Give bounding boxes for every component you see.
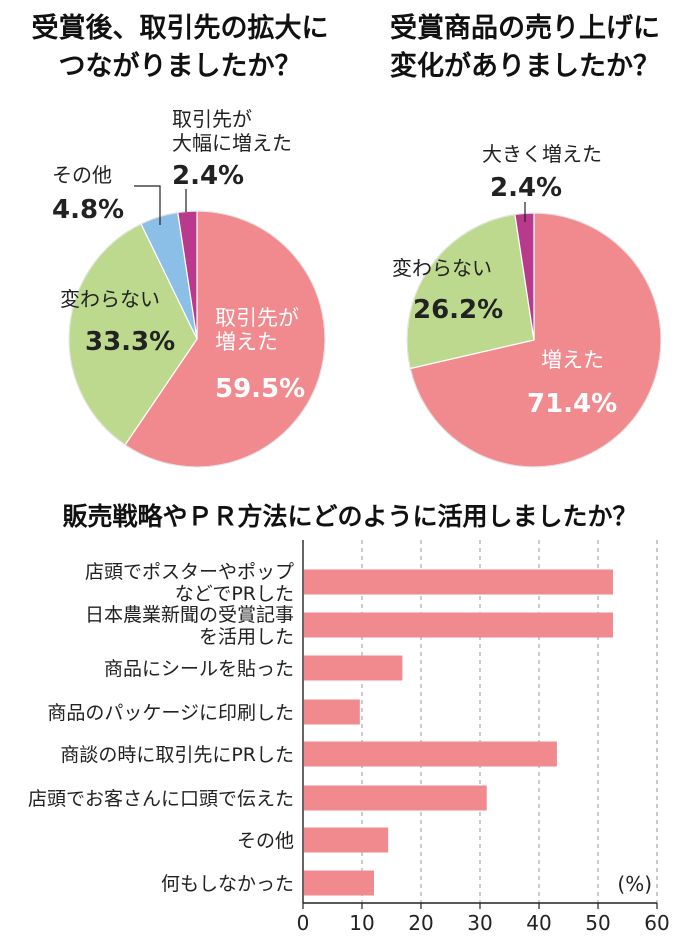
- pie2-slice-label: 大きく増えた: [482, 142, 602, 166]
- bar-title: 販売戦略やＰＲ方法にどのように活用しましたか？: [0, 498, 700, 536]
- bar: [303, 699, 360, 725]
- pie1-slice-pct: 4.8%: [52, 195, 124, 225]
- bar-category-label: 何もしなかった: [161, 873, 294, 895]
- pie2-slice-pct: 2.4%: [490, 173, 562, 203]
- pie1-slice-pct: 33.3%: [85, 327, 175, 357]
- bar: [303, 827, 389, 853]
- pie2-slice-label: 増えた: [541, 348, 604, 372]
- bar-title-text: 販売戦略やＰＲ方法にどのように活用しましたか？: [62, 502, 638, 531]
- bar-x-tick-label: 10: [349, 911, 374, 935]
- bar: [303, 655, 403, 681]
- bar-unit-label: (%): [617, 872, 652, 896]
- bar-chart-group: 0 10 20 30 40 50 60 (%) 店頭でポスターやポップなどでPRした日本農業新聞…: [28, 540, 670, 935]
- bar-x-tick-label: 50: [585, 911, 610, 935]
- bar: [303, 612, 613, 638]
- bar-category-label: 日本農業新聞の受賞記事: [85, 604, 294, 626]
- pie1-title-line2: つながりましたか？: [58, 51, 302, 82]
- pie1-title-line1: 受賞後、取引先の拡大に: [31, 13, 329, 44]
- pie1-group: [68, 210, 326, 468]
- bar-category-label: 店頭でお客さんに口頭で伝えた: [28, 788, 294, 810]
- pie2-slice-label: 変わらない: [392, 256, 492, 280]
- pie1-slice-label: 大幅に増えた: [172, 131, 292, 155]
- pie1-outline: [68, 210, 326, 468]
- bar: [303, 785, 487, 811]
- pie1-slice-label: 取引先が: [172, 107, 252, 131]
- pie1-slice-pct: 59.5%: [215, 374, 305, 404]
- pie2-slice-pct: 26.2%: [413, 295, 503, 325]
- bar: [303, 569, 613, 595]
- pie2-title-line1: 受賞商品の売り上げに: [390, 13, 660, 44]
- bar-category-label: 商品のパッケージに印刷した: [47, 702, 294, 724]
- bar-category-label: 商品にシールを貼った: [104, 658, 294, 680]
- bar: [303, 741, 557, 767]
- pie1-slice-label: その他: [52, 163, 112, 187]
- bar-x-tick-label: 40: [526, 911, 551, 935]
- bar-x-tick-label: 30: [467, 911, 492, 935]
- pie1-leader-line: [134, 185, 161, 225]
- bar: [303, 870, 375, 896]
- pie2-slice-pct: 71.4%: [527, 389, 617, 419]
- pie2-title-line2: 変化がありましたか？: [390, 51, 660, 82]
- pie1-title: 受賞後、取引先の拡大に つながりましたか？: [10, 10, 350, 86]
- bar-category-label: 商談の時に取引先にPRした: [60, 744, 294, 766]
- bar-category-label: 店頭でポスターやポップ: [85, 561, 294, 583]
- bar-category-label: などでPRした: [175, 583, 294, 605]
- bar-x-tick-label: 0: [297, 911, 310, 935]
- bar-x-tick-label: 60: [644, 911, 669, 935]
- pie2-title: 受賞商品の売り上げに 変化がありましたか？: [355, 10, 695, 86]
- pie1-slice-label: 変わらない: [60, 287, 160, 311]
- pie2-outline: [406, 212, 662, 468]
- pie1-slice-label: 増えた: [215, 330, 278, 354]
- bar-x-tick-label: 20: [408, 911, 433, 935]
- pie1-slice-pct: 2.4%: [172, 161, 244, 191]
- pie2-group: [406, 212, 662, 468]
- pie1-slice-label: 取引先が: [215, 306, 299, 330]
- bar-category-label: その他: [237, 830, 294, 852]
- bar-category-label: を活用した: [199, 626, 294, 648]
